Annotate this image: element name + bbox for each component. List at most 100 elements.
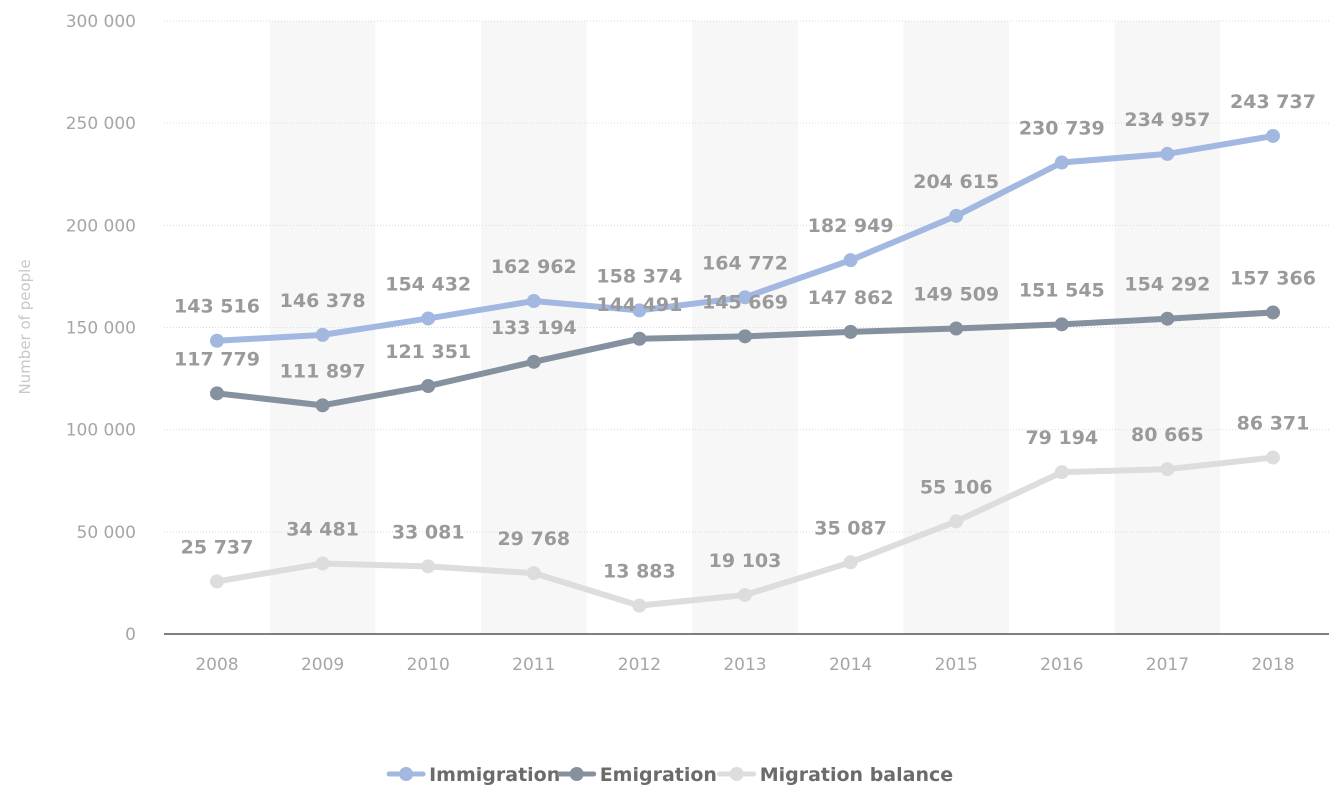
y-tick-label: 200 000	[66, 216, 136, 236]
data-point-immigration-2008[interactable]	[210, 333, 224, 348]
data-point-immigration-2012[interactable]	[632, 303, 647, 318]
legend-item-immigration[interactable]: Immigration	[386, 764, 560, 786]
data-point-migration-balance-2009[interactable]	[315, 556, 330, 571]
data-label-emigration-2013: 145 669	[702, 291, 788, 313]
data-label-immigration-2014: 182 949	[808, 215, 894, 237]
data-point-immigration-2009[interactable]	[315, 327, 330, 342]
data-point-emigration-2015[interactable]	[949, 321, 964, 336]
data-point-migration-balance-2014[interactable]	[843, 555, 858, 570]
data-point-emigration-2013[interactable]	[738, 329, 752, 344]
data-label-migration-balance-2010: 33 081	[392, 521, 465, 543]
data-point-immigration-2017[interactable]	[1160, 146, 1175, 161]
data-point-migration-balance-2015[interactable]	[949, 514, 964, 529]
data-labels: 143 516 146 378 154 432 162 962 158 374 164 7…	[174, 91, 1316, 583]
data-label-emigration-2016: 151 545	[1019, 279, 1105, 301]
data-point-emigration-2011[interactable]	[526, 354, 541, 369]
legend-marker-dot	[729, 767, 744, 781]
data-point-immigration-2010[interactable]	[421, 311, 436, 326]
data-point-migration-balance-2010[interactable]	[421, 559, 436, 574]
x-tick-label-2010: 2010	[407, 655, 450, 675]
data-label-emigration-2011: 133 194	[491, 317, 577, 339]
data-label-immigration-2015: 204 615	[913, 171, 999, 193]
data-label-migration-balance-2013: 19 103	[709, 550, 782, 572]
data-label-immigration-2009: 146 378	[280, 290, 366, 312]
y-tick-label: 100 000	[66, 421, 136, 441]
data-label-emigration-2018: 157 366	[1230, 267, 1316, 289]
data-label-emigration-2009: 111 897	[280, 360, 366, 382]
y-tick-label: 150 000	[66, 319, 136, 339]
x-tick-label-2014: 2014	[829, 655, 872, 675]
data-point-emigration-2010[interactable]	[421, 379, 436, 394]
y-tick-label: 250 000	[66, 114, 136, 134]
data-label-migration-balance-2009: 34 481	[286, 519, 359, 541]
data-label-migration-balance-2014: 35 087	[814, 517, 887, 539]
y-axis-tick-labels: 0 50 000 100 000 150 000 200 000 250 000 300 0…	[66, 12, 136, 645]
data-label-emigration-2014: 147 862	[808, 287, 894, 309]
data-label-migration-balance-2017: 80 665	[1131, 424, 1204, 446]
data-point-immigration-2016[interactable]	[1054, 155, 1069, 170]
data-point-immigration-2015[interactable]	[949, 208, 964, 223]
data-point-migration-balance-2018[interactable]	[1266, 450, 1280, 465]
data-point-immigration-2018[interactable]	[1266, 128, 1280, 143]
data-label-migration-balance-2008: 25 737	[181, 536, 254, 558]
data-point-emigration-2012[interactable]	[632, 331, 647, 346]
x-tick-label-2016: 2016	[1040, 655, 1083, 675]
data-label-emigration-2008: 117 779	[174, 348, 260, 370]
data-label-immigration-2012: 158 374	[596, 265, 682, 287]
data-point-migration-balance-2011[interactable]	[526, 566, 541, 581]
gridlines	[164, 20, 1329, 533]
column-band-2013	[692, 21, 798, 634]
data-point-emigration-2009[interactable]	[315, 398, 330, 413]
y-axis-label: Number of people	[16, 259, 34, 394]
data-point-emigration-2014[interactable]	[843, 324, 858, 339]
series-immigration	[210, 128, 1280, 348]
x-tick-label-2013: 2013	[723, 655, 766, 675]
data-label-emigration-2012: 144 491	[596, 294, 682, 316]
data-label-migration-balance-2011: 29 768	[497, 528, 570, 550]
y-tick-label: 300 000	[66, 12, 136, 32]
data-point-immigration-2011[interactable]	[526, 294, 541, 309]
legend-label: Immigration	[429, 764, 560, 786]
x-tick-label-2015: 2015	[935, 655, 978, 675]
data-label-immigration-2008: 143 516	[174, 296, 260, 318]
data-label-immigration-2011: 162 962	[491, 256, 577, 278]
x-tick-label-2012: 2012	[618, 655, 661, 675]
data-point-emigration-2017[interactable]	[1160, 311, 1175, 326]
legend-marker-dot	[569, 767, 584, 781]
data-label-immigration-2013: 164 772	[702, 252, 788, 274]
data-point-immigration-2014[interactable]	[843, 253, 858, 268]
x-tick-label-2017: 2017	[1146, 655, 1189, 675]
data-point-migration-balance-2016[interactable]	[1054, 465, 1069, 480]
x-axis-tick-labels: 2008 2009 2010 2011 2012 2013 2014 2015 2016 2017…	[195, 655, 1294, 675]
legend-label: Emigration	[600, 764, 717, 786]
legend-label: Migration balance	[760, 764, 953, 786]
data-label-migration-balance-2015: 55 106	[920, 476, 993, 498]
data-point-migration-balance-2013[interactable]	[738, 587, 752, 602]
series-migration-balance	[210, 450, 1280, 613]
data-label-immigration-2010: 154 432	[385, 273, 471, 295]
x-tick-label-2011: 2011	[512, 655, 555, 675]
legend-item-migration-balance[interactable]: Migration balance	[717, 764, 953, 786]
x-tick-label-2018: 2018	[1251, 655, 1294, 675]
legend-marker-dot	[399, 767, 414, 781]
data-label-emigration-2015: 149 509	[913, 284, 999, 306]
data-point-emigration-2008[interactable]	[210, 386, 224, 401]
data-label-emigration-2017: 154 292	[1124, 274, 1210, 296]
data-label-immigration-2017: 234 957	[1124, 109, 1210, 131]
x-tick-label-2008: 2008	[195, 655, 238, 675]
y-tick-label: 50 000	[77, 523, 136, 543]
data-point-migration-balance-2017[interactable]	[1160, 462, 1175, 477]
x-tick-label-2009: 2009	[301, 655, 344, 675]
data-point-emigration-2016[interactable]	[1054, 317, 1069, 332]
data-point-emigration-2018[interactable]	[1266, 305, 1280, 320]
data-point-immigration-2013[interactable]	[738, 290, 752, 305]
series-emigration	[210, 305, 1280, 413]
data-label-immigration-2016: 230 739	[1019, 118, 1105, 140]
y-tick-label: 0	[125, 625, 136, 645]
data-label-migration-balance-2018: 86 371	[1237, 413, 1310, 435]
data-point-migration-balance-2008[interactable]	[210, 574, 224, 589]
data-point-migration-balance-2012[interactable]	[632, 598, 647, 613]
legend-item-emigration[interactable]: Emigration	[557, 764, 717, 786]
